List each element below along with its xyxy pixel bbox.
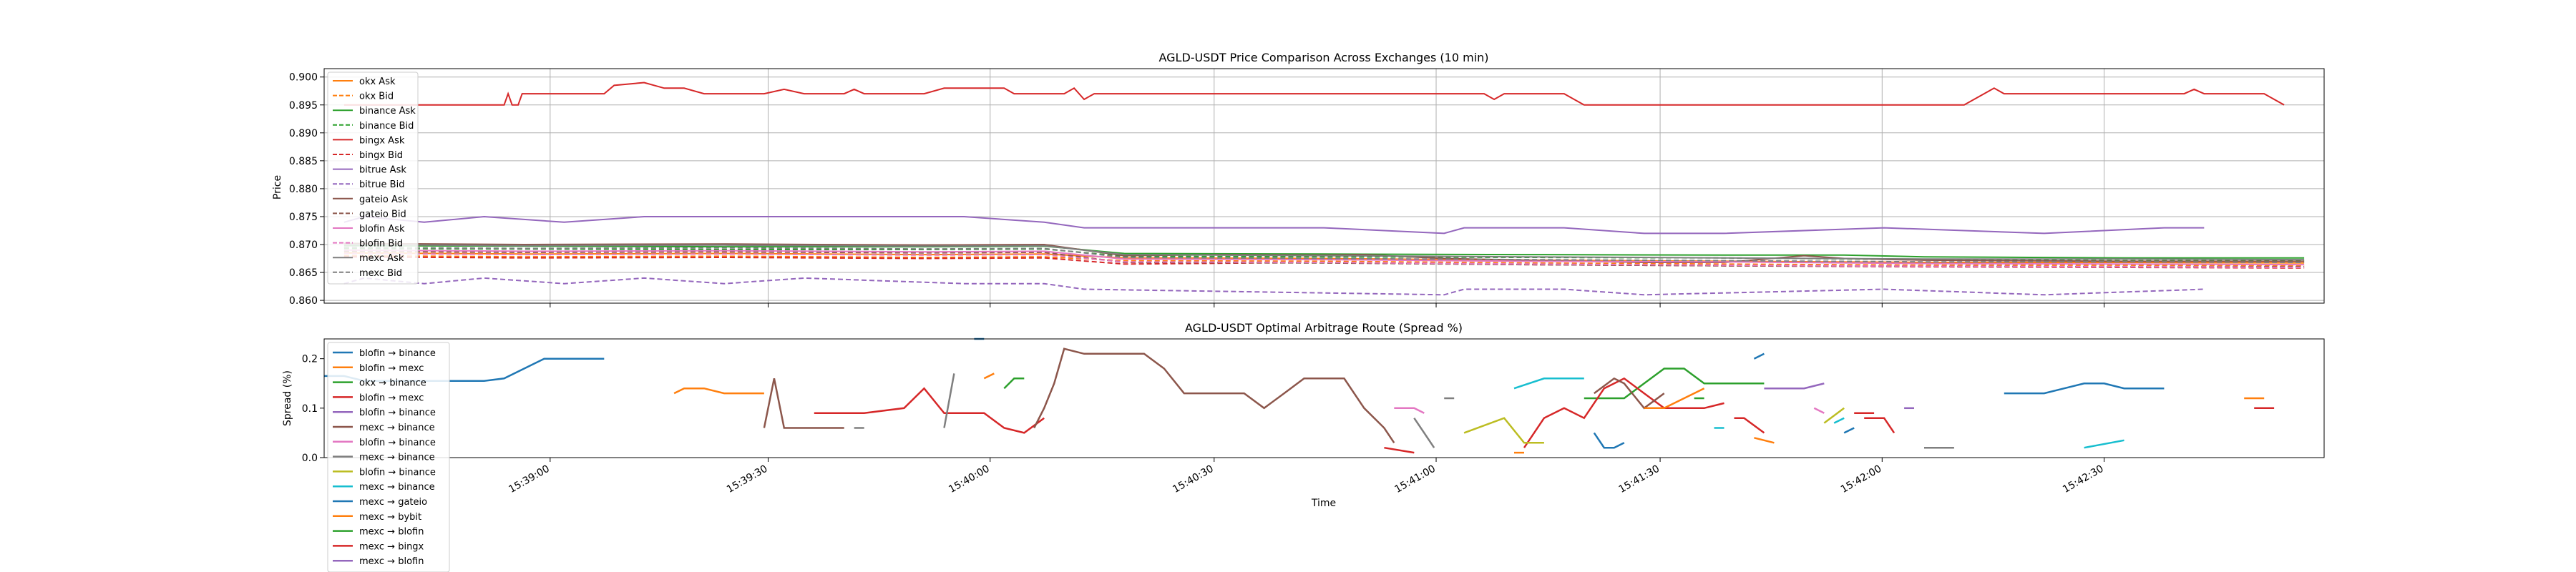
route-segment [2084,439,2124,449]
route-segment [1584,368,1765,400]
route-segment [1813,407,1825,414]
chart-title: AGLD-USDT Price Comparison Across Exchan… [1158,51,1488,64]
route-segment [1463,417,1544,444]
chart-title: AGLD-USDT Optimal Arbitrage Route (Sprea… [1185,321,1463,335]
legend-label: mexc → binance [359,453,435,463]
route-segment [1864,417,1896,434]
legend-label: mexc → blofin [359,527,424,538]
legend-label: bingx Ask [359,135,405,146]
legend-label: blofin Ask [359,224,405,235]
series-lines [343,82,2305,296]
y-tick-label: 0.890 [289,128,318,139]
legend-box [327,342,450,572]
series-line-bitrue-ask [343,215,2205,235]
route-segment [1413,417,1435,448]
route-segment [1594,377,1665,410]
route-segment [1033,347,1395,443]
y-tick-label: 0.870 [289,240,318,251]
legend-label: mexc → gateio [359,497,427,508]
legend-label: gateio Bid [359,209,406,220]
y-tick-label: 0.0 [302,453,318,464]
plot-frame [323,68,2325,304]
y-tick-label: 0.895 [289,100,318,112]
legend: okx Ask okx Bid binance Ask binance Bid bing… [327,72,419,285]
y-tick-label: 0.1 [302,403,318,415]
legend-label: mexc → blofin [359,556,424,567]
y-tick-label: 0.900 [289,72,318,84]
series-line-blofin-ask [343,249,2305,266]
y-axis-label: Price [272,175,283,199]
series-line-bingx-ask [343,82,2285,106]
y-tick-label: 0.865 [289,267,318,279]
series-line-mexc-bid [343,246,2305,263]
route-segment [763,378,844,429]
legend-label: bingx Bid [359,150,403,161]
grid [324,69,2324,303]
route-segment [1734,417,1765,434]
legend: blofin → binance blofin → mexc okx → binan… [327,342,450,572]
route-segment [1644,388,1705,410]
route-segment [1753,352,1765,360]
route-segment [1833,417,1845,424]
x-axis-label: Time [1311,498,1336,509]
y-tick-label: 0.2 [302,354,318,365]
x-axis-ticks [550,303,2105,307]
legend-box [327,72,419,285]
legend-label: mexc → binance [359,423,435,433]
y-tick-label: 0.875 [289,212,318,223]
legend-label: blofin → binance [359,408,436,418]
y-axis-label: Spread (%) [282,370,293,426]
route-segment [1843,427,1855,434]
route-segment [1593,432,1625,449]
legend-label: gateio Ask [359,194,409,205]
legend-label: bitrue Ask [359,165,406,176]
legend-label: blofin → binance [359,438,436,448]
route-segment [1513,378,1584,390]
legend-label: mexc → bybit [359,512,421,523]
series-line-mexc-ask [343,244,2305,261]
series-line-binance-ask [343,245,2305,259]
legend-label: blofin → mexc [359,393,424,403]
route-segment [1523,377,1724,448]
legend-label: bitrue Bid [359,179,404,190]
y-axis-ticks: 0.0 0.1 0.2 [302,354,324,464]
route-segment [1003,378,1025,390]
legend-label: binance Bid [359,121,414,132]
y-axis-ticks: 0.860 0.865 0.870 0.875 0.880 0.885 0.890 0.895… [289,72,324,307]
legend-label: okx Bid [359,92,394,102]
legend-label: mexc → binance [359,482,435,493]
price-comparison-panel: AGLD-USDT Price Comparison Across Exchan… [272,51,2325,307]
y-tick-label: 0.885 [289,156,318,167]
route-segment [1823,407,1845,424]
series-line-blofin-bid [343,252,2305,268]
legend-label: mexc → bingx [359,541,424,552]
route-segment [1754,437,1775,444]
legend-label: binance Ask [359,106,416,117]
y-tick-label: 0.880 [289,184,318,195]
series-line-bitrue-bid [343,277,2205,296]
route-segment [2004,383,2165,395]
route-segment [1394,407,1425,414]
legend-label: okx → binance [359,378,426,389]
legend-label: mexc Ask [359,253,404,264]
series-line-okx-bid [343,255,2305,267]
route-segment [673,387,764,395]
route-segment [814,387,1045,434]
y-tick-label: 0.860 [289,295,318,307]
route-segment [983,373,995,380]
route-segment [1384,446,1415,454]
legend-label: blofin → binance [359,467,436,478]
route-segment [943,373,955,428]
legend-label: blofin Bid [359,239,403,250]
legend-label: okx Ask [359,77,396,87]
legend-label: mexc Bid [359,268,402,279]
route-segment [1764,383,1825,390]
legend-label: blofin → binance [359,348,436,359]
plot-frame [323,338,2325,458]
legend-label: blofin → mexc [359,363,424,374]
